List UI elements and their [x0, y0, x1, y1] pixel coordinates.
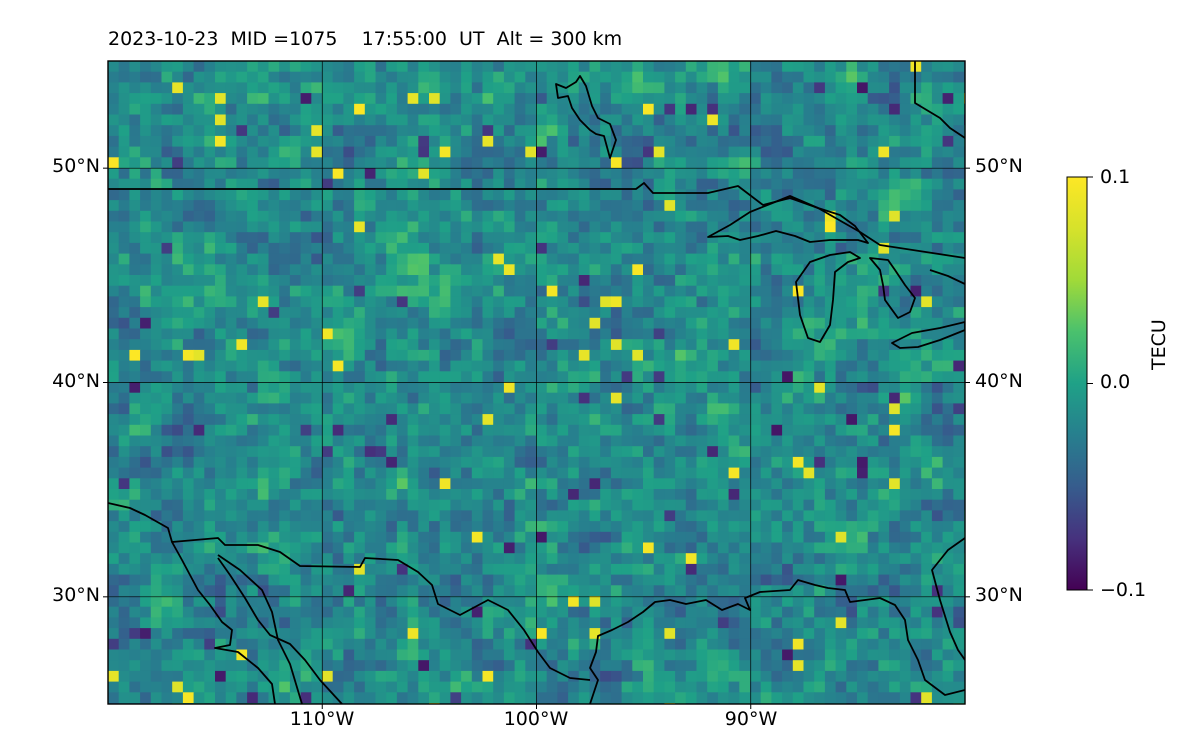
- us-canada-border: [108, 182, 965, 259]
- lake-erie: [891, 321, 965, 349]
- hudson-bay-coast: [555, 75, 617, 159]
- mexico-west-coast: [217, 557, 343, 704]
- map-title: 2023-10-23 MID =1075 17:55:00 UT Alt = 3…: [108, 28, 623, 50]
- lat-label-left-40: 40°N: [52, 370, 100, 392]
- lat-label-left-30: 30°N: [52, 584, 100, 606]
- colorbar-tick-label-max: 0.1: [1100, 166, 1131, 188]
- colorbar-label: TECU: [1148, 319, 1170, 370]
- gridlines: [108, 61, 965, 704]
- sea-of-cortez-coast: [217, 554, 303, 704]
- lon-label-90w: 90°W: [724, 708, 778, 730]
- coastlines-borders: [108, 61, 965, 704]
- colorbar-tick-label-zero: 0.0: [1100, 371, 1131, 393]
- atlantic-coast: [931, 537, 965, 661]
- mexico-border: [108, 502, 591, 681]
- gulf-coast: [589, 579, 965, 704]
- lake-michigan: [795, 251, 861, 343]
- northeast-coast: [914, 61, 965, 139]
- lat-label-right-30: 30°N: [975, 584, 1023, 606]
- tec-field: [108, 61, 965, 704]
- lon-label-110w: 110°W: [289, 708, 355, 730]
- colorbar-ticks: [1087, 176, 1093, 591]
- baja-california: [171, 541, 276, 704]
- lake-huron: [869, 257, 916, 319]
- lon-label-100w: 100°W: [503, 708, 569, 730]
- lake-superior: [707, 195, 869, 244]
- lake-ontario: [929, 269, 965, 285]
- lat-label-left-50: 50°N: [52, 155, 100, 177]
- map-ticks: [103, 167, 970, 709]
- lat-label-right-40: 40°N: [975, 370, 1023, 392]
- colorbar: [1066, 176, 1088, 591]
- lat-label-right-50: 50°N: [975, 155, 1023, 177]
- colorbar-tick-label-min: −0.1: [1100, 579, 1147, 601]
